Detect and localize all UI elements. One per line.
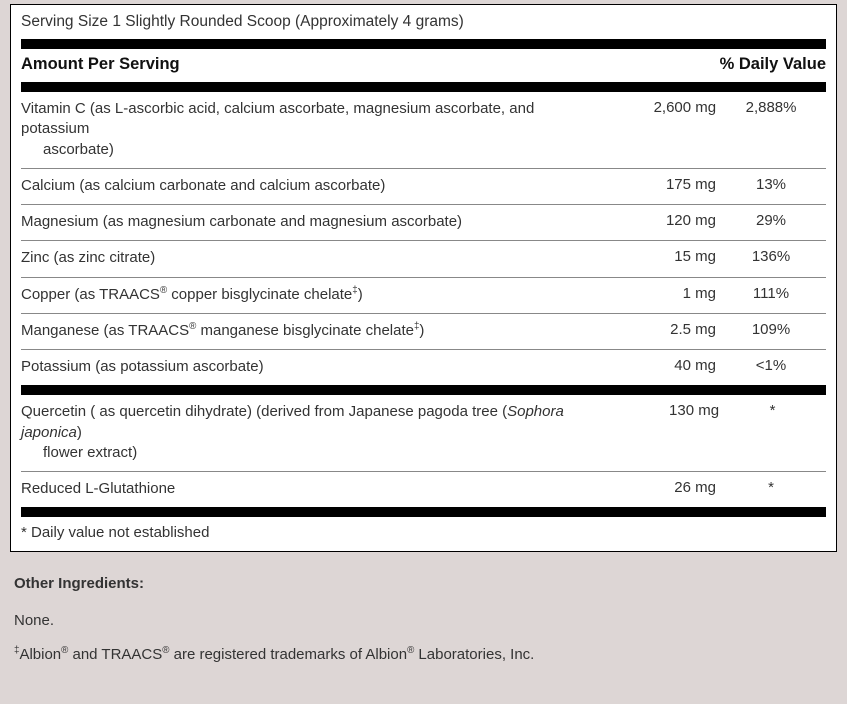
nutrient-name: Manganese (as TRAACS® manganese bisglyci… [21,321,616,341]
nutrient-daily-value: 111% [716,285,826,302]
header-amount: Amount Per Serving [21,55,696,74]
header-row: Amount Per Serving % Daily Value [21,49,826,82]
nutrient-row: Manganese (as TRAACS® manganese bisglyci… [21,313,826,349]
nutrient-name: Zinc (as zinc citrate) [21,248,616,268]
nutrient-name: Vitamin C (as L-ascorbic acid, calcium a… [21,99,616,160]
nutrient-section-1: Vitamin C (as L-ascorbic acid, calcium a… [21,92,826,385]
other-ingredients-label: Other Ingredients: [14,574,833,594]
divider-thick [21,82,826,92]
nutrient-daily-value: 29% [716,212,826,229]
header-daily-value: % Daily Value [696,55,826,74]
nutrient-name: Magnesium (as magnesium carbonate and ma… [21,212,616,232]
nutrient-section-2: Quercetin ( as quercetin dihydrate) (der… [21,395,826,507]
nutrient-daily-value: 13% [716,176,826,193]
nutrient-row: Magnesium (as magnesium carbonate and ma… [21,204,826,240]
serving-size: Serving Size 1 Slightly Rounded Scoop (A… [21,5,826,39]
nutrient-name: Copper (as TRAACS® copper bisglycinate c… [21,285,616,305]
nutrient-amount: 26 mg [616,479,716,496]
nutrient-row: Quercetin ( as quercetin dihydrate) (der… [21,395,826,471]
nutrient-row: Potassium (as potassium ascorbate)40 mg<… [21,349,826,385]
nutrient-daily-value: 109% [716,321,826,338]
nutrient-amount: 1 mg [616,285,716,302]
dv-footnote: * Daily value not established [21,517,826,543]
divider-thick [21,39,826,49]
nutrient-daily-value: 2,888% [716,99,826,116]
nutrient-daily-value: * [716,479,826,496]
trademark-note: ‡Albion® and TRAACS® are registered trad… [14,645,833,665]
nutrient-amount: 175 mg [616,176,716,193]
other-ingredients-block: Other Ingredients: None. ‡Albion® and TR… [14,574,833,665]
nutrient-row: Reduced L-Glutathione26 mg* [21,471,826,507]
nutrient-amount: 130 mg [622,402,719,419]
nutrient-amount: 40 mg [616,357,716,374]
nutrient-row: Zinc (as zinc citrate)15 mg136% [21,240,826,276]
nutrient-amount: 120 mg [616,212,716,229]
nutrient-daily-value: 136% [716,248,826,265]
nutrient-daily-value: <1% [716,357,826,374]
supplement-facts-panel: Serving Size 1 Slightly Rounded Scoop (A… [10,4,837,552]
nutrient-amount: 2,600 mg [616,99,716,116]
nutrient-amount: 2.5 mg [616,321,716,338]
divider-thick [21,507,826,517]
nutrient-row: Calcium (as calcium carbonate and calciu… [21,168,826,204]
other-ingredients-none: None. [14,611,833,631]
nutrient-name: Calcium (as calcium carbonate and calciu… [21,176,616,196]
divider-thick [21,385,826,395]
nutrient-name: Reduced L-Glutathione [21,479,616,499]
nutrient-row: Vitamin C (as L-ascorbic acid, calcium a… [21,92,826,168]
nutrient-daily-value: * [719,402,826,419]
nutrient-row: Copper (as TRAACS® copper bisglycinate c… [21,277,826,313]
nutrient-name: Quercetin ( as quercetin dihydrate) (der… [21,402,622,463]
nutrient-name: Potassium (as potassium ascorbate) [21,357,616,377]
nutrient-amount: 15 mg [616,248,716,265]
